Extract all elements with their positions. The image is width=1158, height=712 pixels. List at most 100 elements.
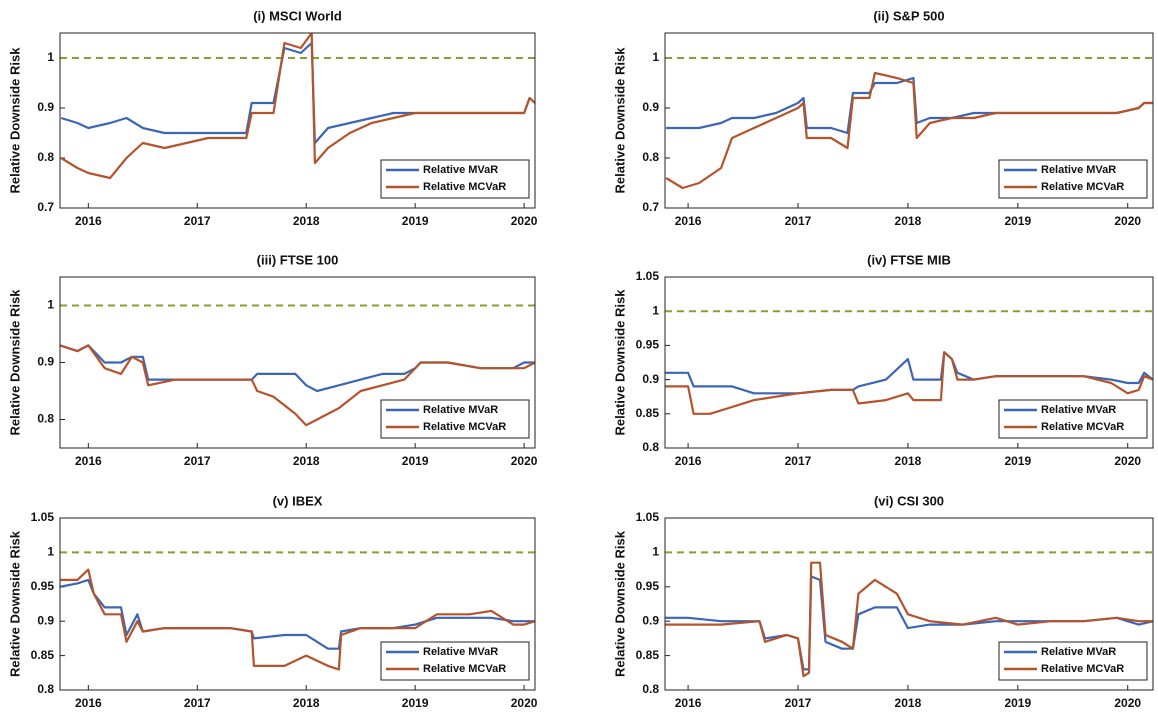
x-tick-label: 2020 (1114, 696, 1141, 710)
x-tick-label: 2019 (1004, 454, 1031, 468)
legend-label: Relative MVaR (1041, 164, 1116, 176)
y-tick-label: 0.8 (642, 440, 659, 454)
data-line (665, 71, 1153, 190)
x-tick-label: 2019 (402, 214, 429, 228)
y-tick-label: 0.85 (636, 648, 660, 662)
y-tick-label: 0.7 (37, 200, 54, 214)
y-tick-label: 0.8 (37, 150, 54, 164)
axes-box (59, 517, 536, 691)
x-tick-label: 2016 (75, 696, 102, 710)
x-tick-label: 2019 (402, 696, 429, 710)
y-tick-label: 0.85 (636, 406, 660, 420)
legend-label: Relative MVaR (1041, 646, 1116, 658)
data-line (60, 33, 535, 180)
x-tick-label: 2017 (785, 214, 812, 228)
y-tick-label: 1.05 (636, 510, 660, 524)
legend-label: Relative MVaR (423, 646, 498, 658)
y-tick-label: 0.8 (37, 682, 54, 696)
y-axis-label: Relative Downside Risk (7, 289, 22, 436)
legend-label: Relative MVaR (423, 404, 498, 416)
legend-label: Relative MVaR (423, 164, 498, 176)
y-tick-label: 0.7 (642, 200, 659, 214)
axes-box (664, 517, 1154, 691)
y-tick-label: 0.9 (37, 613, 54, 627)
legend-box (998, 641, 1148, 681)
axes-box (664, 32, 1154, 209)
data-line (60, 568, 535, 671)
legend-box (998, 159, 1148, 199)
x-tick-label: 2017 (785, 454, 812, 468)
y-tick-label: 1 (652, 50, 659, 64)
x-tick-label: 2016 (75, 454, 102, 468)
y-tick-label: 0.95 (636, 579, 660, 593)
y-axis-label: Relative Downside Risk (612, 289, 627, 436)
y-tick-label: 0.9 (642, 100, 659, 114)
chart-title: (i) MSCI World (253, 8, 342, 23)
chart-title: (ii) S&P 500 (873, 8, 944, 23)
x-tick-label: 2018 (895, 214, 922, 228)
x-tick-label: 2020 (511, 696, 538, 710)
x-tick-label: 2020 (511, 454, 538, 468)
y-axis-label: Relative Downside Risk (7, 530, 22, 677)
data-line (666, 76, 1153, 135)
chart-title: (iv) FTSE MIB (867, 252, 951, 267)
legend-box (380, 641, 530, 681)
legend-label: Relative MCVaR (1041, 421, 1124, 433)
chart-title: (vi) CSI 300 (874, 493, 944, 508)
x-tick-label: 2018 (293, 454, 320, 468)
y-tick-label: 0.9 (37, 100, 54, 114)
x-tick-label: 2016 (675, 454, 702, 468)
panel: (v) IBEX Relative Downside Risk 0.8 0.85 0.9… (7, 493, 537, 710)
data-line (60, 344, 535, 427)
data-line (665, 561, 1153, 678)
legend-label: Relative MVaR (1041, 404, 1116, 416)
legend-box (380, 159, 530, 199)
x-tick-label: 2018 (895, 696, 922, 710)
x-tick-label: 2019 (402, 454, 429, 468)
x-tick-label: 2019 (1004, 696, 1031, 710)
y-tick-label: 1 (47, 50, 54, 64)
y-tick-label: 0.85 (31, 648, 55, 662)
legend-label: Relative MCVaR (1041, 181, 1124, 193)
axes-box (664, 276, 1154, 449)
panel: (i) MSCI World Relative Downside Risk 0.7 0… (7, 8, 537, 228)
y-tick-label: 0.9 (37, 355, 54, 369)
y-tick-label: 1.05 (636, 269, 660, 283)
y-tick-label: 1 (47, 298, 54, 312)
legend-label: Relative MCVaR (423, 421, 506, 433)
x-tick-label: 2016 (75, 214, 102, 228)
y-tick-label: 0.8 (37, 412, 54, 426)
x-tick-label: 2019 (1004, 214, 1031, 228)
x-tick-label: 2018 (293, 214, 320, 228)
chart-title: (v) IBEX (273, 493, 323, 508)
y-tick-label: 1 (652, 545, 659, 559)
panel: (iv) FTSE MIB Relative Downside Risk 0.8 0.… (612, 252, 1154, 468)
x-tick-label: 2020 (511, 214, 538, 228)
x-tick-label: 2017 (184, 454, 211, 468)
y-tick-label: 1 (47, 545, 54, 559)
data-line (665, 351, 1153, 415)
panel: (iii) FTSE 100 Relative Downside Risk 0.8 0… (7, 252, 537, 468)
chart-title: (iii) FTSE 100 (257, 252, 339, 267)
legend-box (998, 399, 1148, 439)
x-tick-label: 2017 (785, 696, 812, 710)
axes-box (59, 32, 536, 209)
y-tick-label: 1.05 (31, 510, 55, 524)
y-axis-label: Relative Downside Risk (7, 47, 22, 194)
panel: (vi) CSI 300 Relative Downside Risk 0.8 0.8… (612, 493, 1154, 710)
y-tick-label: 0.95 (31, 579, 55, 593)
y-tick-label: 0.8 (642, 150, 659, 164)
x-tick-label: 2017 (184, 214, 211, 228)
panel: (ii) S&P 500 Relative Downside Risk 0.7 0.8… (612, 8, 1154, 228)
y-axis-label: Relative Downside Risk (612, 47, 627, 194)
x-tick-label: 2016 (675, 214, 702, 228)
y-tick-label: 1 (652, 303, 659, 317)
legend-label: Relative MCVaR (1041, 663, 1124, 675)
y-tick-label: 0.8 (642, 682, 659, 696)
legend-box (380, 399, 530, 439)
x-tick-label: 2018 (895, 454, 922, 468)
y-tick-label: 0.95 (636, 338, 660, 352)
x-tick-label: 2018 (293, 696, 320, 710)
data-line (665, 351, 1153, 395)
